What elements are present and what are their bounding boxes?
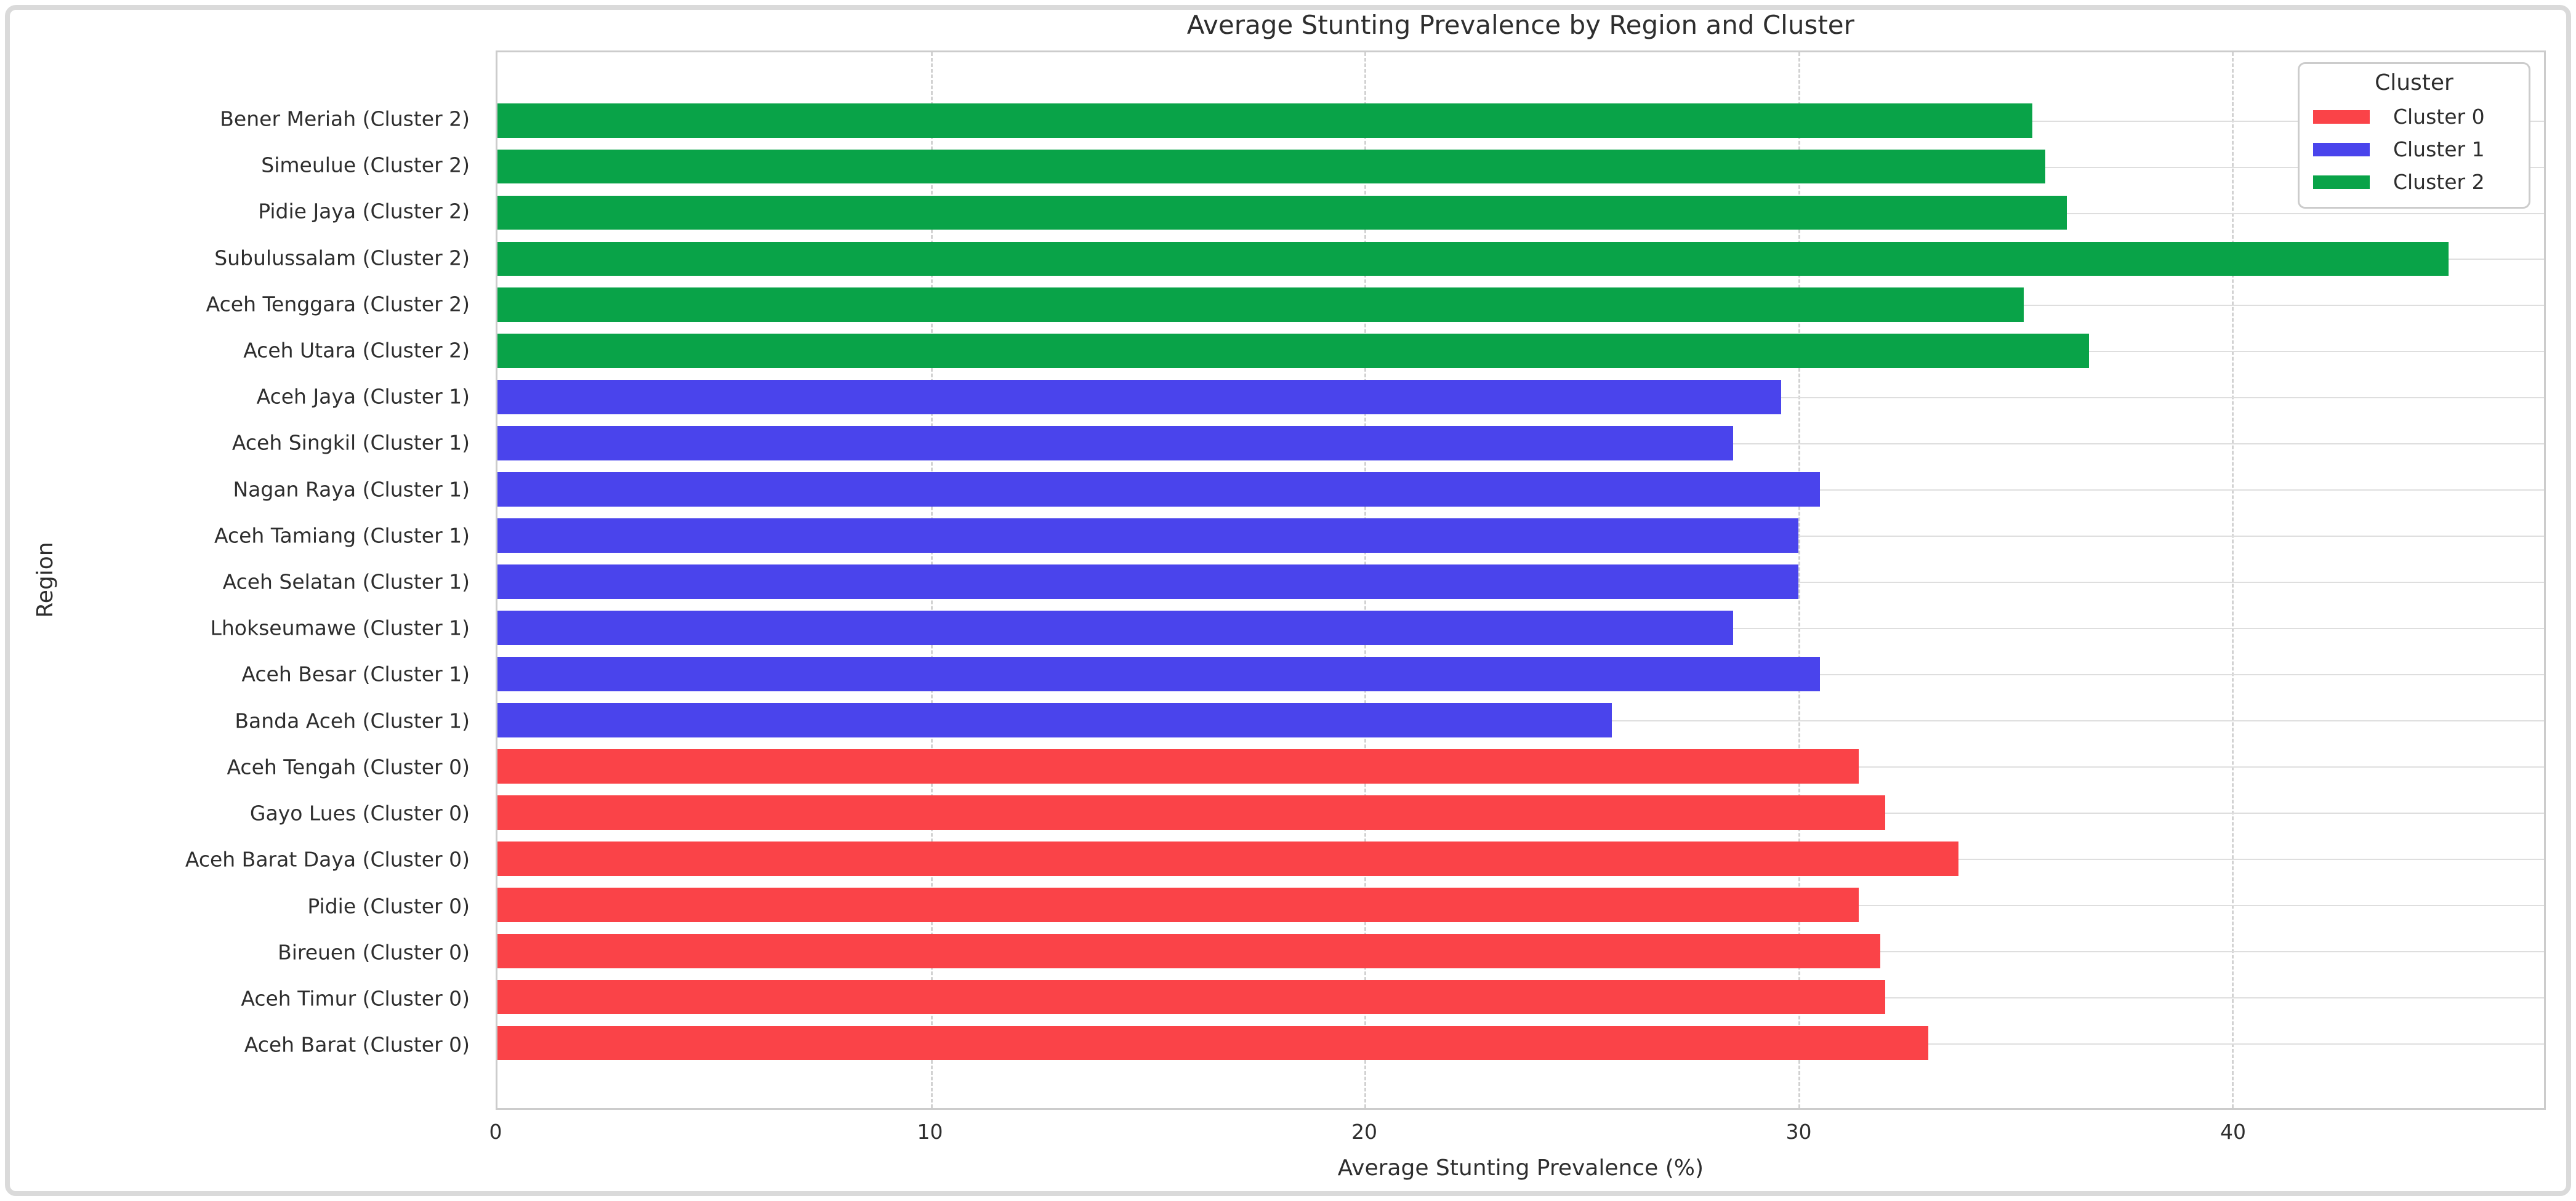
bar-aceh-besar (497, 657, 1820, 691)
ytick-label-aceh-tamiang: Aceh Tamiang (Cluster 1) (214, 523, 470, 548)
bar-aceh-singkil (497, 426, 1734, 461)
x-gridline-40 (2231, 52, 2234, 1108)
bar-lhokseumawe (497, 611, 1734, 645)
ytick-label-aceh-tengah: Aceh Tengah (Cluster 0) (227, 755, 470, 779)
bar-aceh-tenggara (497, 287, 2024, 323)
bar-subulussalam (497, 241, 2449, 276)
xtick-label-30: 30 (1785, 1119, 1812, 1144)
bar-aceh-utara (497, 334, 2089, 369)
bar-aceh-tamiang (497, 518, 1798, 553)
ytick-label-simeulue: Simeulue (Cluster 2) (261, 153, 470, 177)
ytick-label-aceh-utara: Aceh Utara (Cluster 2) (243, 338, 470, 363)
bar-aceh-timur (497, 979, 1885, 1014)
xtick-label-40: 40 (2220, 1119, 2246, 1144)
bar-aceh-selatan (497, 564, 1798, 599)
ytick-label-pidie-jaya: Pidie Jaya (Cluster 2) (258, 199, 470, 223)
bar-gayo-lues (497, 795, 1885, 830)
legend-entry-cluster-2: Cluster 2 (2300, 166, 2529, 198)
legend-label: Cluster 2 (2393, 170, 2485, 194)
bar-pidie-jaya (497, 195, 2067, 230)
chart-title: Average Stunting Prevalence by Region an… (1186, 10, 1854, 40)
bar-nagan-raya (497, 472, 1820, 507)
legend-entry-cluster-1: Cluster 1 (2300, 133, 2529, 166)
ytick-label-pidie: Pidie (Cluster 0) (307, 894, 470, 918)
bar-simeulue (497, 149, 2046, 184)
x-axis-label: Average Stunting Prevalence (%) (1337, 1155, 1704, 1181)
xtick-label-20: 20 (1351, 1119, 1377, 1144)
plot-area: Cluster Cluster 0 Cluster 1 Cluster 2 (496, 50, 2546, 1110)
ytick-label-aceh-selatan: Aceh Selatan (Cluster 1) (222, 569, 470, 594)
ytick-label-gayo-lues: Gayo Lues (Cluster 0) (249, 801, 470, 825)
ytick-label-aceh-singkil: Aceh Singkil (Cluster 1) (231, 430, 470, 455)
legend-entry-cluster-0: Cluster 0 (2300, 100, 2529, 133)
legend-label: Cluster 0 (2393, 105, 2485, 129)
legend-swatch-cluster-1 (2312, 142, 2370, 156)
xtick-label-0: 0 (489, 1119, 502, 1144)
legend-swatch-cluster-0 (2312, 110, 2370, 124)
ytick-label-banda-aceh: Banda Aceh (Cluster 1) (235, 709, 470, 733)
bar-banda-aceh (497, 702, 1612, 737)
xtick-label-10: 10 (917, 1119, 943, 1144)
bar-bener-meriah (497, 103, 2032, 138)
legend-title: Cluster (2375, 70, 2453, 95)
ytick-label-lhokseumawe: Lhokseumawe (Cluster 1) (210, 616, 470, 640)
ytick-label-aceh-barat-daya: Aceh Barat Daya (Cluster 0) (185, 847, 470, 872)
legend-swatch-cluster-2 (2312, 175, 2370, 189)
ytick-label-aceh-besar: Aceh Besar (Cluster 1) (241, 662, 470, 686)
ytick-label-nagan-raya: Nagan Raya (Cluster 1) (233, 477, 470, 502)
ytick-label-aceh-tenggara: Aceh Tenggara (Cluster 2) (206, 292, 470, 316)
ytick-label-aceh-jaya: Aceh Jaya (Cluster 1) (256, 384, 470, 409)
bar-aceh-barat (497, 1026, 1928, 1061)
bar-aceh-jaya (497, 380, 1781, 415)
bar-aceh-tengah (497, 749, 1859, 784)
ytick-label-aceh-timur: Aceh Timur (Cluster 0) (241, 986, 470, 1011)
ytick-label-aceh-barat: Aceh Barat (Cluster 0) (244, 1032, 470, 1057)
x-gridline-30 (1798, 52, 1800, 1108)
legend: Cluster Cluster 0 Cluster 1 Cluster 2 (2297, 62, 2530, 209)
ytick-label-bener-meriah: Bener Meriah (Cluster 2) (220, 106, 470, 131)
bar-aceh-barat-daya (497, 841, 1959, 876)
legend-label: Cluster 1 (2393, 137, 2485, 161)
ytick-label-bireuen: Bireuen (Cluster 0) (278, 940, 470, 965)
bar-pidie (497, 887, 1859, 922)
bar-bireuen (497, 933, 1881, 968)
ytick-label-subulussalam: Subulussalam (Cluster 2) (214, 246, 470, 270)
